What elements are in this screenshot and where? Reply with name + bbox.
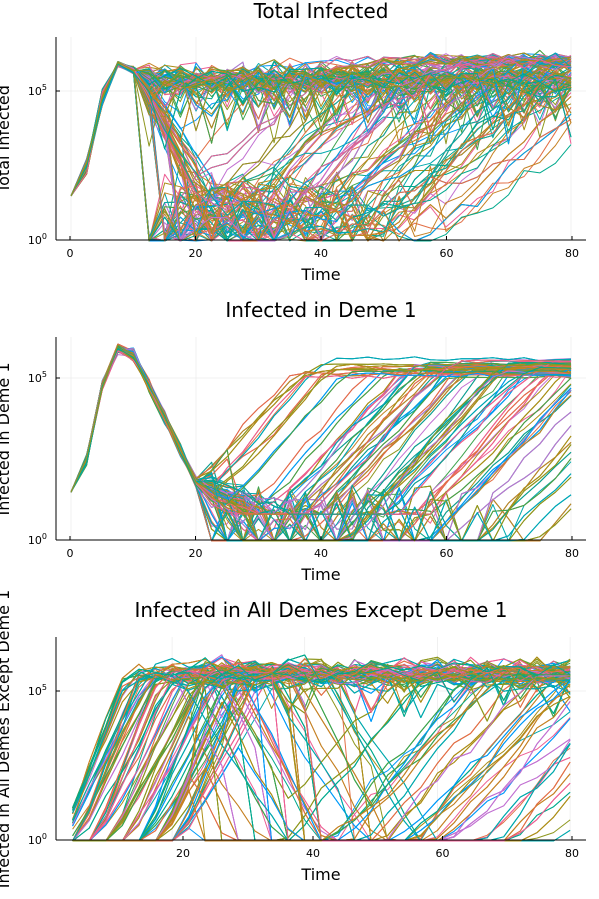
x-tick-label: 20	[189, 247, 203, 260]
x-axis-label: Time	[300, 865, 340, 884]
series-line	[70, 61, 572, 197]
series-line	[70, 65, 572, 197]
series-line	[72, 670, 571, 842]
chart-title: Total Infected	[253, 0, 389, 23]
series-line	[72, 658, 571, 842]
x-tick: 40	[314, 236, 328, 260]
x-tick: 40	[314, 536, 328, 560]
series-line	[72, 654, 571, 811]
x-tick-label: 80	[565, 547, 579, 560]
x-tick-label: 60	[436, 847, 450, 860]
series-line	[70, 55, 572, 239]
series-line	[70, 60, 572, 242]
y-axis-label: Total Infected	[0, 85, 13, 194]
x-tick: 60	[440, 536, 454, 560]
x-tick-label: 40	[314, 547, 328, 560]
series-line	[72, 666, 571, 842]
series-line	[70, 63, 572, 197]
series-line	[70, 53, 572, 197]
series-line	[72, 670, 571, 842]
x-tick: 80	[565, 836, 579, 860]
series-line	[72, 673, 571, 842]
x-tick: 20	[189, 236, 203, 260]
series-line	[70, 62, 572, 197]
series-line	[70, 63, 572, 197]
chart-title: Infected in All Demes Except Deme 1	[134, 598, 507, 622]
series-line	[70, 52, 572, 237]
x-tick: 0	[67, 536, 74, 560]
series-line	[72, 667, 571, 842]
x-axis-label: Time	[300, 565, 340, 584]
x-tick: 60	[440, 236, 454, 260]
x-tick: 40	[306, 836, 320, 860]
x-tick: 20	[176, 836, 190, 860]
x-tick: 0	[67, 236, 74, 260]
x-tick-label: 20	[176, 847, 190, 860]
x-tick: 20	[189, 536, 203, 560]
x-tick-label: 80	[565, 847, 579, 860]
series-line	[72, 679, 571, 842]
series-lines	[70, 49, 572, 242]
series-line	[70, 54, 572, 242]
x-tick: 60	[436, 836, 450, 860]
x-tick-label: 40	[314, 247, 328, 260]
series-line	[70, 54, 572, 242]
series-lines	[70, 343, 572, 542]
x-tick-label: 0	[67, 547, 74, 560]
series-line	[70, 350, 572, 542]
panel-total-infected: Total Infected 0 20 40 60 80 100 105 Tim…	[0, 0, 586, 284]
series-line	[70, 63, 572, 242]
series-line	[72, 664, 571, 842]
x-tick-label: 60	[440, 247, 454, 260]
x-tick: 80	[565, 536, 579, 560]
x-tick: 80	[565, 236, 579, 260]
series-line	[70, 56, 572, 237]
y-axis-label: Infected in Deme 1	[0, 362, 13, 515]
x-axis-label: Time	[300, 265, 340, 284]
series-line	[72, 671, 571, 842]
panel-infected-other-demes: Infected in All Demes Except Deme 1 20 4…	[0, 590, 586, 888]
series-line	[70, 61, 572, 197]
series-line	[70, 344, 572, 542]
x-tick-label: 60	[440, 547, 454, 560]
series-line	[72, 661, 571, 842]
series-line	[70, 64, 572, 197]
x-tick-label: 40	[306, 847, 320, 860]
panel-infected-deme-1: Infected in Deme 1 0 20 40 60 80 100 105…	[0, 298, 586, 584]
series-line	[70, 62, 572, 197]
series-lines	[72, 654, 571, 842]
y-axis-label: Infected in All Demes Except Deme 1	[0, 590, 13, 888]
x-tick-label: 80	[565, 247, 579, 260]
chart-title: Infected in Deme 1	[225, 298, 416, 322]
x-tick-label: 20	[189, 547, 203, 560]
x-tick-label: 0	[67, 247, 74, 260]
